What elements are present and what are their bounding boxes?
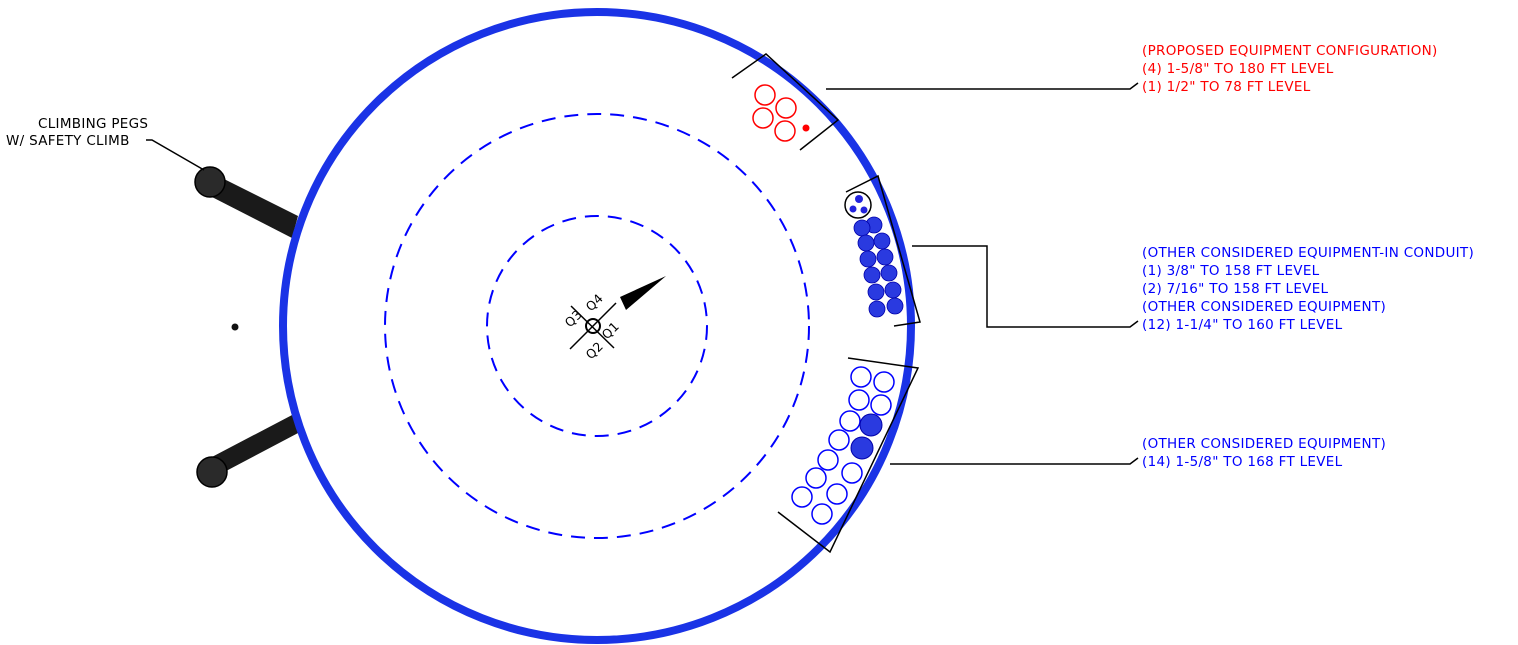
filled-line <box>884 281 902 299</box>
conduit-bracket <box>845 174 921 327</box>
conduit-line-a <box>855 195 863 203</box>
proposed-equipment-group <box>731 53 840 151</box>
upper-peg-knob <box>194 166 226 198</box>
filled-line <box>868 300 886 318</box>
proposed-line2: (4) 1-5/8" TO 180 FT LEVEL <box>1142 61 1334 77</box>
conduit-leader <box>912 245 1139 328</box>
proposed-bracket <box>731 53 840 151</box>
center-marker: Q1 Q2 Q3 Q4 <box>562 276 666 362</box>
filled-line <box>886 297 904 315</box>
lower-callout: (OTHER CONSIDERED EQUIPMENT) (14) 1-5/8"… <box>1142 436 1386 470</box>
proposed-small-line <box>802 124 810 132</box>
conduit-line5: (12) 1-1/4" TO 160 FT LEVEL <box>1142 317 1343 333</box>
climbing-label-line2: W/ SAFETY CLIMB <box>6 133 130 149</box>
filled-line <box>857 234 875 252</box>
outline-line <box>850 366 872 388</box>
climbing-pegs <box>194 166 300 488</box>
proposed-line1: (PROPOSED EQUIPMENT CONFIGURATION) <box>1142 43 1438 59</box>
proposed-line3: (1) 1/2" TO 78 FT LEVEL <box>1142 79 1311 95</box>
climbing-label-line1: CLIMBING PEGS <box>38 116 148 132</box>
outline-line <box>811 503 833 525</box>
conduit-line1: (OTHER CONSIDERED EQUIPMENT-IN CONDUIT) <box>1142 245 1474 261</box>
filled-line <box>876 248 894 266</box>
conduit-line4: (OTHER CONSIDERED EQUIPMENT) <box>1142 299 1386 315</box>
outline-line <box>839 410 861 432</box>
center-axis-b <box>570 305 615 349</box>
filled-line <box>880 264 898 282</box>
quadrant-q2: Q2 <box>583 338 607 362</box>
conduit-line2: (1) 3/8" TO 158 FT LEVEL <box>1142 263 1320 279</box>
lower-bracket <box>777 357 920 554</box>
filled-line <box>873 232 891 250</box>
proposed-line-1 <box>754 84 776 106</box>
conduit-ring <box>844 191 872 219</box>
outline-line <box>805 467 827 489</box>
conduit-line-c <box>860 206 868 214</box>
outline-lines-cluster <box>791 366 895 525</box>
filled-large-line <box>850 436 874 460</box>
climbing-pegs-callout: CLIMBING PEGS W/ SAFETY CLIMB <box>6 116 205 171</box>
lower-line1: (OTHER CONSIDERED EQUIPMENT) <box>1142 436 1386 452</box>
filled-large-line <box>859 413 883 437</box>
conduit-equipment-group <box>844 174 921 327</box>
outline-line <box>826 483 848 505</box>
proposed-line-3 <box>752 107 774 129</box>
proposed-line-2 <box>775 97 797 119</box>
proposed-leader <box>826 82 1139 90</box>
conduit-line-b <box>849 205 857 213</box>
filled-line <box>853 219 871 237</box>
north-arrow <box>620 276 666 310</box>
filled-line <box>863 266 881 284</box>
outline-line <box>828 429 850 451</box>
filled-lines-cluster <box>853 216 904 318</box>
outline-line <box>817 449 839 471</box>
lower-equipment-group <box>777 357 920 554</box>
outline-line <box>873 371 895 393</box>
center-axis-a <box>569 302 617 350</box>
climbing-leader-line <box>146 139 205 171</box>
lower-line2: (14) 1-5/8" TO 168 FT LEVEL <box>1142 454 1343 470</box>
quadrant-q4: Q4 <box>583 290 607 314</box>
callout-leaders <box>826 82 1139 465</box>
quadrant-q1: Q1 <box>599 318 623 342</box>
upper-peg-arm <box>200 172 298 238</box>
small-reference-dot <box>231 323 239 331</box>
proposed-line-4 <box>774 120 796 142</box>
outline-line <box>870 394 892 416</box>
lower-peg-knob <box>196 456 228 488</box>
tower-outer-ring <box>279 8 915 644</box>
dashed-inner-circle <box>486 215 708 437</box>
filled-line <box>867 283 885 301</box>
outline-line <box>848 389 870 411</box>
dashed-middle-circle <box>384 113 810 539</box>
lower-leader <box>890 457 1139 465</box>
lower-peg-arm <box>206 414 300 480</box>
filled-line <box>859 250 877 268</box>
outline-line <box>841 462 863 484</box>
conduit-callout: (OTHER CONSIDERED EQUIPMENT-IN CONDUIT) … <box>1142 245 1474 333</box>
quadrant-q3: Q3 <box>562 306 586 330</box>
conduit-line3: (2) 7/16" TO 158 FT LEVEL <box>1142 281 1329 297</box>
proposed-callout: (PROPOSED EQUIPMENT CONFIGURATION) (4) 1… <box>1142 43 1438 95</box>
outline-line <box>791 486 813 508</box>
